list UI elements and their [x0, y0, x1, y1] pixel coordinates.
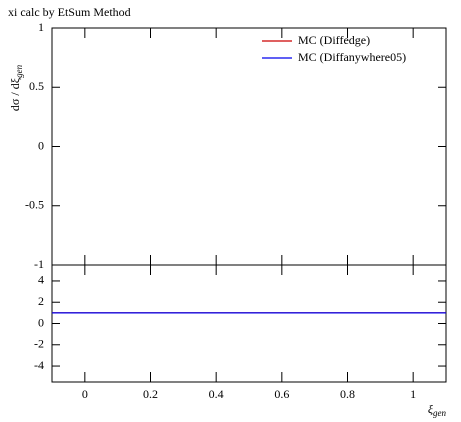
y-tick-label: -4: [34, 358, 44, 372]
x-tick-label: 0.8: [340, 387, 355, 401]
plot-frame: [51, 264, 447, 383]
x-label-sub: gen: [433, 408, 446, 418]
y-tick-label: 4: [38, 273, 44, 287]
x-tick-label: 1: [410, 387, 416, 401]
legend-label: MC (Diffanywhere05): [298, 50, 406, 64]
x-tick-label: 0: [82, 387, 88, 401]
legend-label: MC (Diffedge): [298, 33, 370, 47]
x-tick-label: 0.6: [274, 387, 289, 401]
y-tick-label: 0: [38, 138, 44, 152]
y-tick-label: 1: [38, 20, 44, 34]
x-axis-label: ξgen: [428, 402, 447, 418]
y-tick-label: 2: [38, 294, 44, 308]
y-label-main: dσ / dξ: [8, 77, 22, 111]
y-tick-label: -1: [34, 257, 44, 271]
x-label-main: ξ: [428, 402, 434, 416]
y-tick-label: -2: [34, 337, 44, 351]
y-label-sub: gen: [14, 64, 24, 77]
y-tick-label: 0.5: [29, 79, 44, 93]
y-axis-label: dσ / dξgen: [8, 64, 24, 111]
chart-title: xi calc by EtSum Method: [8, 5, 131, 19]
y-tick-label: -0.5: [25, 198, 44, 212]
x-tick-label: 0.4: [209, 387, 224, 401]
x-tick-label: 0.2: [143, 387, 158, 401]
y-tick-label: 0: [38, 315, 44, 329]
